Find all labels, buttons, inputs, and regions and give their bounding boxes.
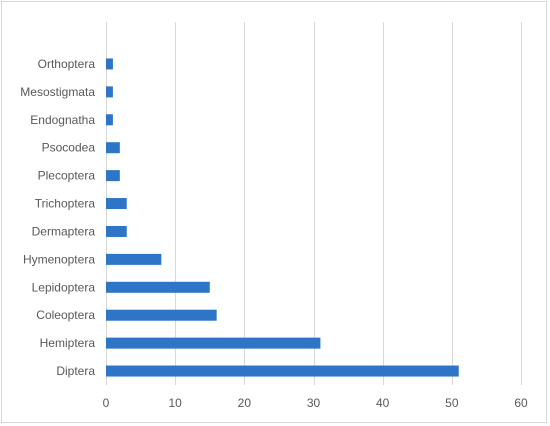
bar-psocodea [106, 142, 120, 154]
x-tick-labels: 0 10 20 30 40 50 60 [103, 396, 528, 410]
x-tick-label: 40 [376, 396, 390, 410]
category-label: Dermaptera [32, 224, 96, 238]
bar-hemiptera [106, 337, 321, 349]
x-tick-label: 10 [168, 396, 182, 410]
category-labels: Diptera Hemiptera Coleoptera Lepidoptera Hym… [20, 57, 95, 378]
bar-mesostigmata [106, 86, 113, 98]
x-tick-label: 20 [238, 396, 252, 410]
category-label: Hymenoptera [23, 252, 95, 266]
category-label: Lepidoptera [32, 280, 96, 294]
bar-orthoptera [106, 58, 113, 70]
category-label: Endognatha [30, 113, 95, 127]
bar-diptera [106, 365, 459, 377]
x-tick-label: 60 [514, 396, 528, 410]
category-label: Orthoptera [38, 57, 96, 71]
category-label: Psocodea [42, 141, 96, 155]
category-label: Trichoptera [35, 197, 96, 211]
bar-lepidoptera [106, 281, 210, 293]
gridlines [106, 22, 522, 385]
x-tick-label: 0 [103, 396, 110, 410]
bar-dermaptera [106, 225, 127, 237]
x-tick-label: 50 [445, 396, 459, 410]
bar-hymenoptera [106, 253, 162, 265]
category-label: Plecoptera [38, 169, 96, 183]
bar-coleoptera [106, 309, 217, 321]
category-label: Coleoptera [36, 308, 95, 322]
category-label: Diptera [56, 364, 95, 378]
bar-trichoptera [106, 198, 127, 210]
category-label: Mesostigmata [20, 85, 95, 99]
bars [106, 58, 459, 377]
bar-endognatha [106, 114, 113, 126]
bar-plecoptera [106, 170, 120, 182]
category-label: Hemiptera [40, 336, 96, 350]
x-tick-label: 30 [307, 396, 321, 410]
